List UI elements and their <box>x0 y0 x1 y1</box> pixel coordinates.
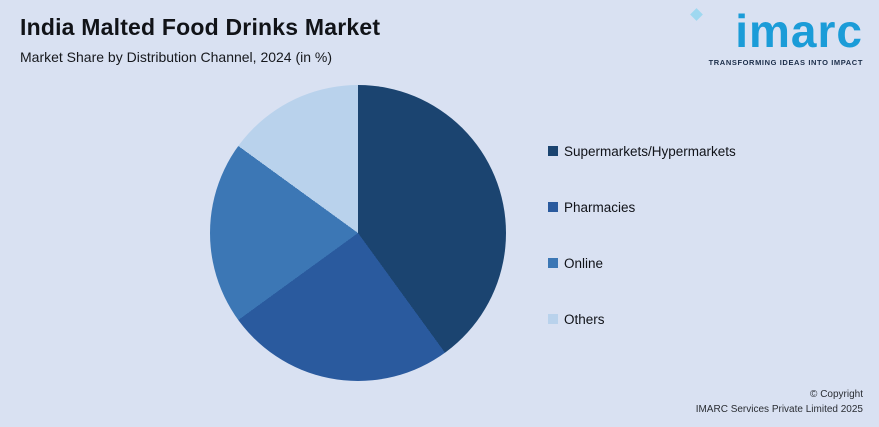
page-subtitle: Market Share by Distribution Channel, 20… <box>20 49 333 65</box>
legend-label: Online <box>564 255 604 271</box>
legend-swatch-others <box>548 314 558 324</box>
legend-swatch-online <box>548 258 558 268</box>
logo-wordmark: imarc <box>735 5 863 57</box>
logo-tagline: TRANSFORMING IDEAS INTO IMPACT <box>708 58 863 67</box>
copyright-line2: IMARC Services Private Limited 2025 <box>695 404 863 415</box>
legend-item-pharmacies: Pharmacies <box>548 198 736 216</box>
chart-legend: Supermarkets/Hypermarkets Pharmacies Onl… <box>548 142 736 366</box>
legend-label: Pharmacies <box>564 199 636 215</box>
legend-swatch-supermarkets <box>548 146 558 156</box>
legend-item-supermarkets: Supermarkets/Hypermarkets <box>548 142 736 160</box>
imarc-logo: imarc TRANSFORMING IDEAS INTO IMPACT <box>678 8 863 67</box>
legend-swatch-pharmacies <box>548 202 558 212</box>
legend-item-online: Online <box>548 254 736 272</box>
legend-label: Supermarkets/Hypermarkets <box>564 143 736 159</box>
legend-label: Others <box>564 311 605 327</box>
chart-header: India Malted Food Drinks Market Market S… <box>20 14 380 65</box>
page-title: India Malted Food Drinks Market <box>20 14 381 40</box>
copyright: © Copyright IMARC Services Private Limit… <box>696 387 863 417</box>
copyright-line1: © Copyright <box>810 389 863 400</box>
legend-item-others: Others <box>548 310 736 328</box>
pie-chart <box>210 85 506 381</box>
